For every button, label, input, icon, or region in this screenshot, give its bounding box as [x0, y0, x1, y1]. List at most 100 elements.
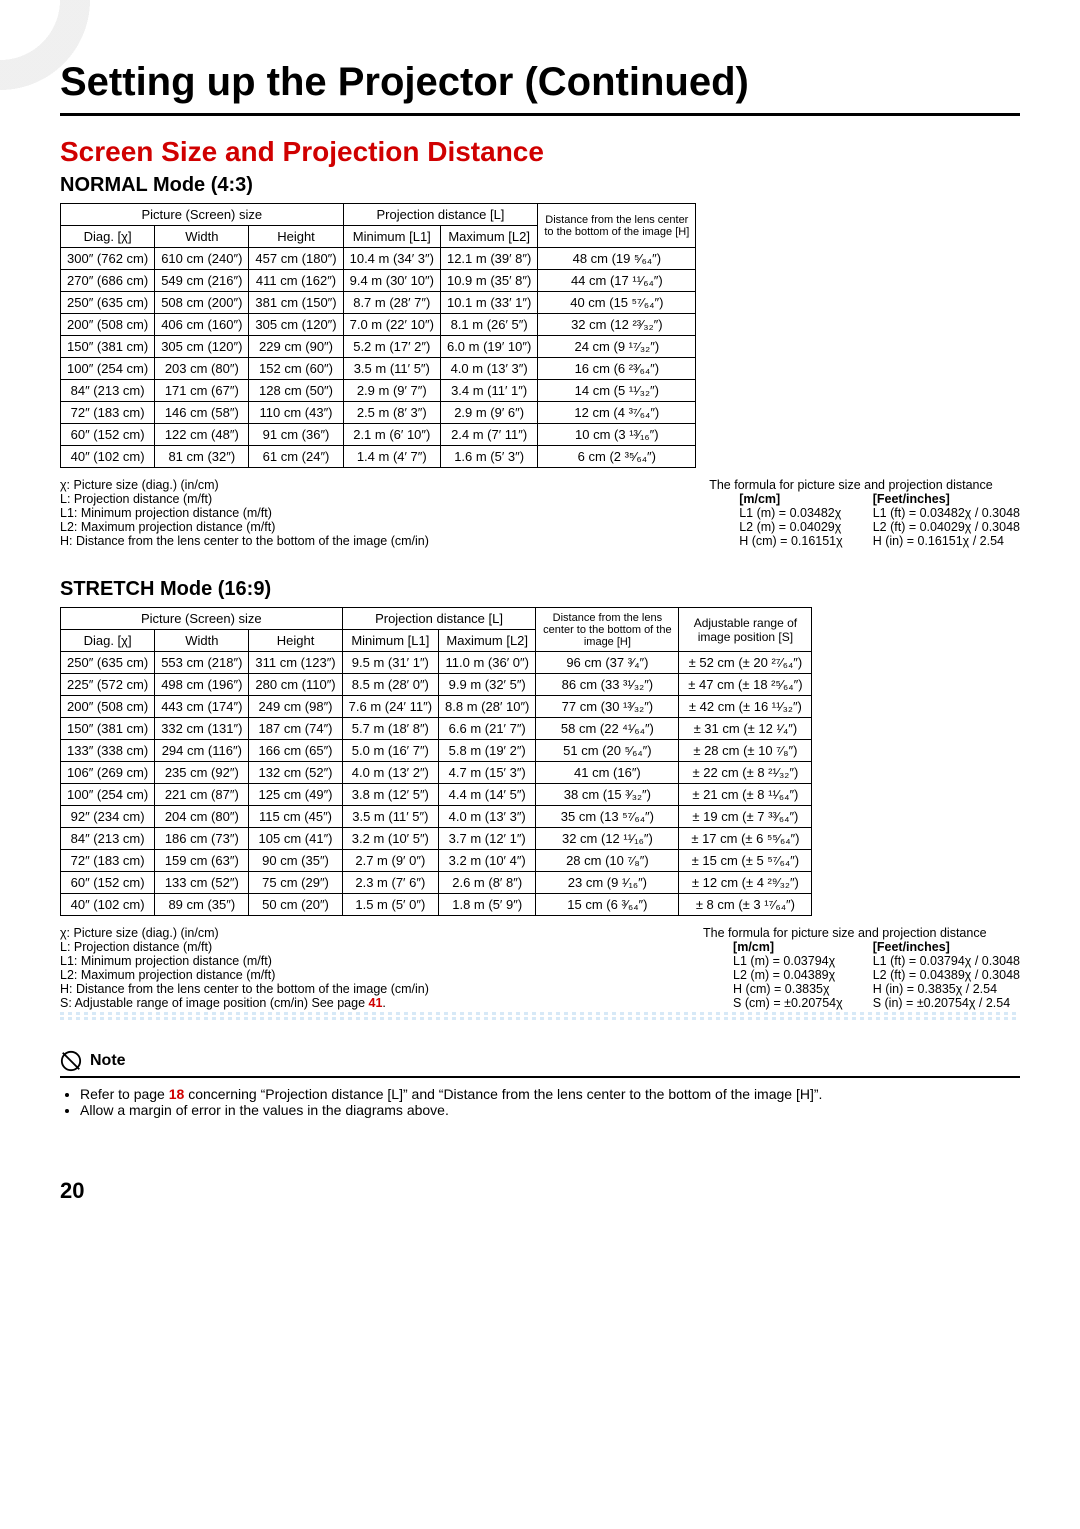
table-cell: ± 31 cm (± 12 ¹⁄₄″) [679, 718, 812, 740]
table-cell: 84″ (213 cm) [61, 828, 155, 850]
th-diag2: Diag. [χ] [61, 630, 155, 652]
legend-line: H (in) = 0.16151χ / 2.54 [873, 534, 1020, 548]
th-l22: Maximum [L2] [439, 630, 536, 652]
table-cell: 89 cm (35″) [155, 894, 249, 916]
table-cell: 235 cm (92″) [155, 762, 249, 784]
table-cell: 40″ (102 cm) [61, 894, 155, 916]
legend-line: L: Projection distance (m/ft) [60, 940, 703, 954]
table-cell: 8.8 m (28′ 10″) [439, 696, 536, 718]
table-cell: 40″ (102 cm) [61, 446, 155, 468]
table-cell: 12.1 m (39′ 8″) [440, 248, 537, 270]
table-cell: ± 47 cm (± 18 ²⁵⁄₆₄″) [679, 674, 812, 696]
table-cell: 187 cm (74″) [249, 718, 342, 740]
table-cell: 294 cm (116″) [155, 740, 249, 762]
legend-line: S (cm) = ±0.20754χ [733, 996, 843, 1010]
table-cell: 9.5 m (31′ 1″) [342, 652, 438, 674]
legend-line: L1: Minimum projection distance (m/ft) [60, 954, 703, 968]
legend-stretch: χ: Picture size (diag.) (in/cm)L: Projec… [60, 926, 1020, 1010]
th-h: Distance from the lens center to the bot… [538, 204, 696, 248]
legend-line: S (in) = ±0.20754χ / 2.54 [873, 996, 1020, 1010]
legend-line: L2: Maximum projection distance (m/ft) [60, 520, 709, 534]
section-title: Screen Size and Projection Distance [60, 136, 1020, 168]
th-proj2: Projection distance [L] [342, 608, 536, 630]
table-row: 133″ (338 cm)294 cm (116″)166 cm (65″)5.… [61, 740, 812, 762]
table-cell: 84″ (213 cm) [61, 380, 155, 402]
table-row: 250″ (635 cm)508 cm (200″)381 cm (150″)8… [61, 292, 696, 314]
legend-line: L: Projection distance (m/ft) [60, 492, 709, 506]
table-cell: 166 cm (65″) [249, 740, 342, 762]
table-cell: 10.9 m (35′ 8″) [440, 270, 537, 292]
note-item: Allow a margin of error in the values in… [80, 1102, 1020, 1118]
th-width2: Width [155, 630, 249, 652]
table-cell: 406 cm (160″) [155, 314, 249, 336]
table-cell: 9.4 m (30′ 10″) [343, 270, 440, 292]
table-cell: 2.4 m (7′ 11″) [440, 424, 537, 446]
th-l2: Maximum [L2] [440, 226, 537, 248]
table-cell: 1.8 m (5′ 9″) [439, 894, 536, 916]
table-cell: 200″ (508 cm) [61, 314, 155, 336]
table-cell: 15 cm (6 ³⁄₆₄″) [536, 894, 679, 916]
table-row: 200″ (508 cm)443 cm (174″)249 cm (98″)7.… [61, 696, 812, 718]
table-cell: 50 cm (20″) [249, 894, 342, 916]
th-proj: Projection distance [L] [343, 204, 538, 226]
table-cell: 200″ (508 cm) [61, 696, 155, 718]
table-cell: 122 cm (48″) [155, 424, 249, 446]
table-row: 72″ (183 cm)146 cm (58″)110 cm (43″)2.5 … [61, 402, 696, 424]
table-cell: 4.0 m (13′ 3″) [439, 806, 536, 828]
table-cell: 250″ (635 cm) [61, 652, 155, 674]
table-cell: 150″ (381 cm) [61, 718, 155, 740]
legend-line: L2 (m) = 0.04029χ [739, 520, 842, 534]
legend-line: L1 (m) = 0.03794χ [733, 954, 843, 968]
table-cell: 4.0 m (13′ 3″) [440, 358, 537, 380]
th-diag: Diag. [χ] [61, 226, 155, 248]
note-item: Refer to page 18 concerning “Projection … [80, 1086, 1020, 1102]
table-cell: 7.6 m (24′ 11″) [342, 696, 438, 718]
table-cell: 3.2 m (10′ 5″) [342, 828, 438, 850]
table-cell: 225″ (572 cm) [61, 674, 155, 696]
th-width: Width [155, 226, 249, 248]
table-cell: 77 cm (30 ¹³⁄₃₂″) [536, 696, 679, 718]
table-cell: 7.0 m (22′ 10″) [343, 314, 440, 336]
table-cell: 300″ (762 cm) [61, 248, 155, 270]
table-cell: ± 17 cm (± 6 ⁵⁵⁄₆₄″) [679, 828, 812, 850]
table-cell: 105 cm (41″) [249, 828, 342, 850]
th-s: Adjustable range of image position [S] [679, 608, 812, 652]
table-row: 72″ (183 cm)159 cm (63″)90 cm (35″)2.7 m… [61, 850, 812, 872]
table-cell: 40 cm (15 ⁵⁷⁄₆₄″) [538, 292, 696, 314]
stretch-heading: STRETCH Mode (16:9) [60, 578, 1020, 601]
table-cell: 3.7 m (12′ 1″) [439, 828, 536, 850]
table-cell: ± 22 cm (± 8 ²¹⁄₃₂″) [679, 762, 812, 784]
legend-normal: χ: Picture size (diag.) (in/cm)L: Projec… [60, 478, 1020, 548]
th-height: Height [249, 226, 343, 248]
table-cell: 3.5 m (11′ 5″) [342, 806, 438, 828]
table-cell: ± 42 cm (± 16 ¹¹⁄₃₂″) [679, 696, 812, 718]
legend-line: H: Distance from the lens center to the … [60, 534, 709, 548]
legend-line: S: Adjustable range of image position (c… [60, 996, 703, 1010]
table-row: 40″ (102 cm)81 cm (32″)61 cm (24″)1.4 m … [61, 446, 696, 468]
table-cell: 2.6 m (8′ 8″) [439, 872, 536, 894]
table-cell: 90 cm (35″) [249, 850, 342, 872]
table-cell: 28 cm (10 ⁷⁄₈″) [536, 850, 679, 872]
table-cell: ± 12 cm (± 4 ²⁹⁄₃₂″) [679, 872, 812, 894]
table-cell: 610 cm (240″) [155, 248, 249, 270]
table-cell: 12 cm (4 ³⁷⁄₆₄″) [538, 402, 696, 424]
table-cell: 159 cm (63″) [155, 850, 249, 872]
table-cell: 14 cm (5 ¹¹⁄₃₂″) [538, 380, 696, 402]
normal-heading: NORMAL Mode (4:3) [60, 174, 1020, 197]
table-cell: 171 cm (67″) [155, 380, 249, 402]
table-cell: ± 28 cm (± 10 ⁷⁄₈″) [679, 740, 812, 762]
table-cell: 6 cm (2 ³⁵⁄₆₄″) [538, 446, 696, 468]
table-cell: 6.6 m (21′ 7″) [439, 718, 536, 740]
table-cell: 2.1 m (6′ 10″) [343, 424, 440, 446]
table-cell: 498 cm (196″) [155, 674, 249, 696]
table-cell: 2.3 m (7′ 6″) [342, 872, 438, 894]
note-header: Note [60, 1050, 1020, 1078]
table-row: 150″ (381 cm)332 cm (131″)187 cm (74″)5.… [61, 718, 812, 740]
legend-line: L1: Minimum projection distance (m/ft) [60, 506, 709, 520]
table-row: 150″ (381 cm)305 cm (120″)229 cm (90″)5.… [61, 336, 696, 358]
table-cell: 4.0 m (13′ 2″) [342, 762, 438, 784]
table-cell: 5.0 m (16′ 7″) [342, 740, 438, 762]
formula-title: The formula for picture size and project… [709, 478, 1020, 492]
table-cell: 146 cm (58″) [155, 402, 249, 424]
table-cell: 381 cm (150″) [249, 292, 343, 314]
